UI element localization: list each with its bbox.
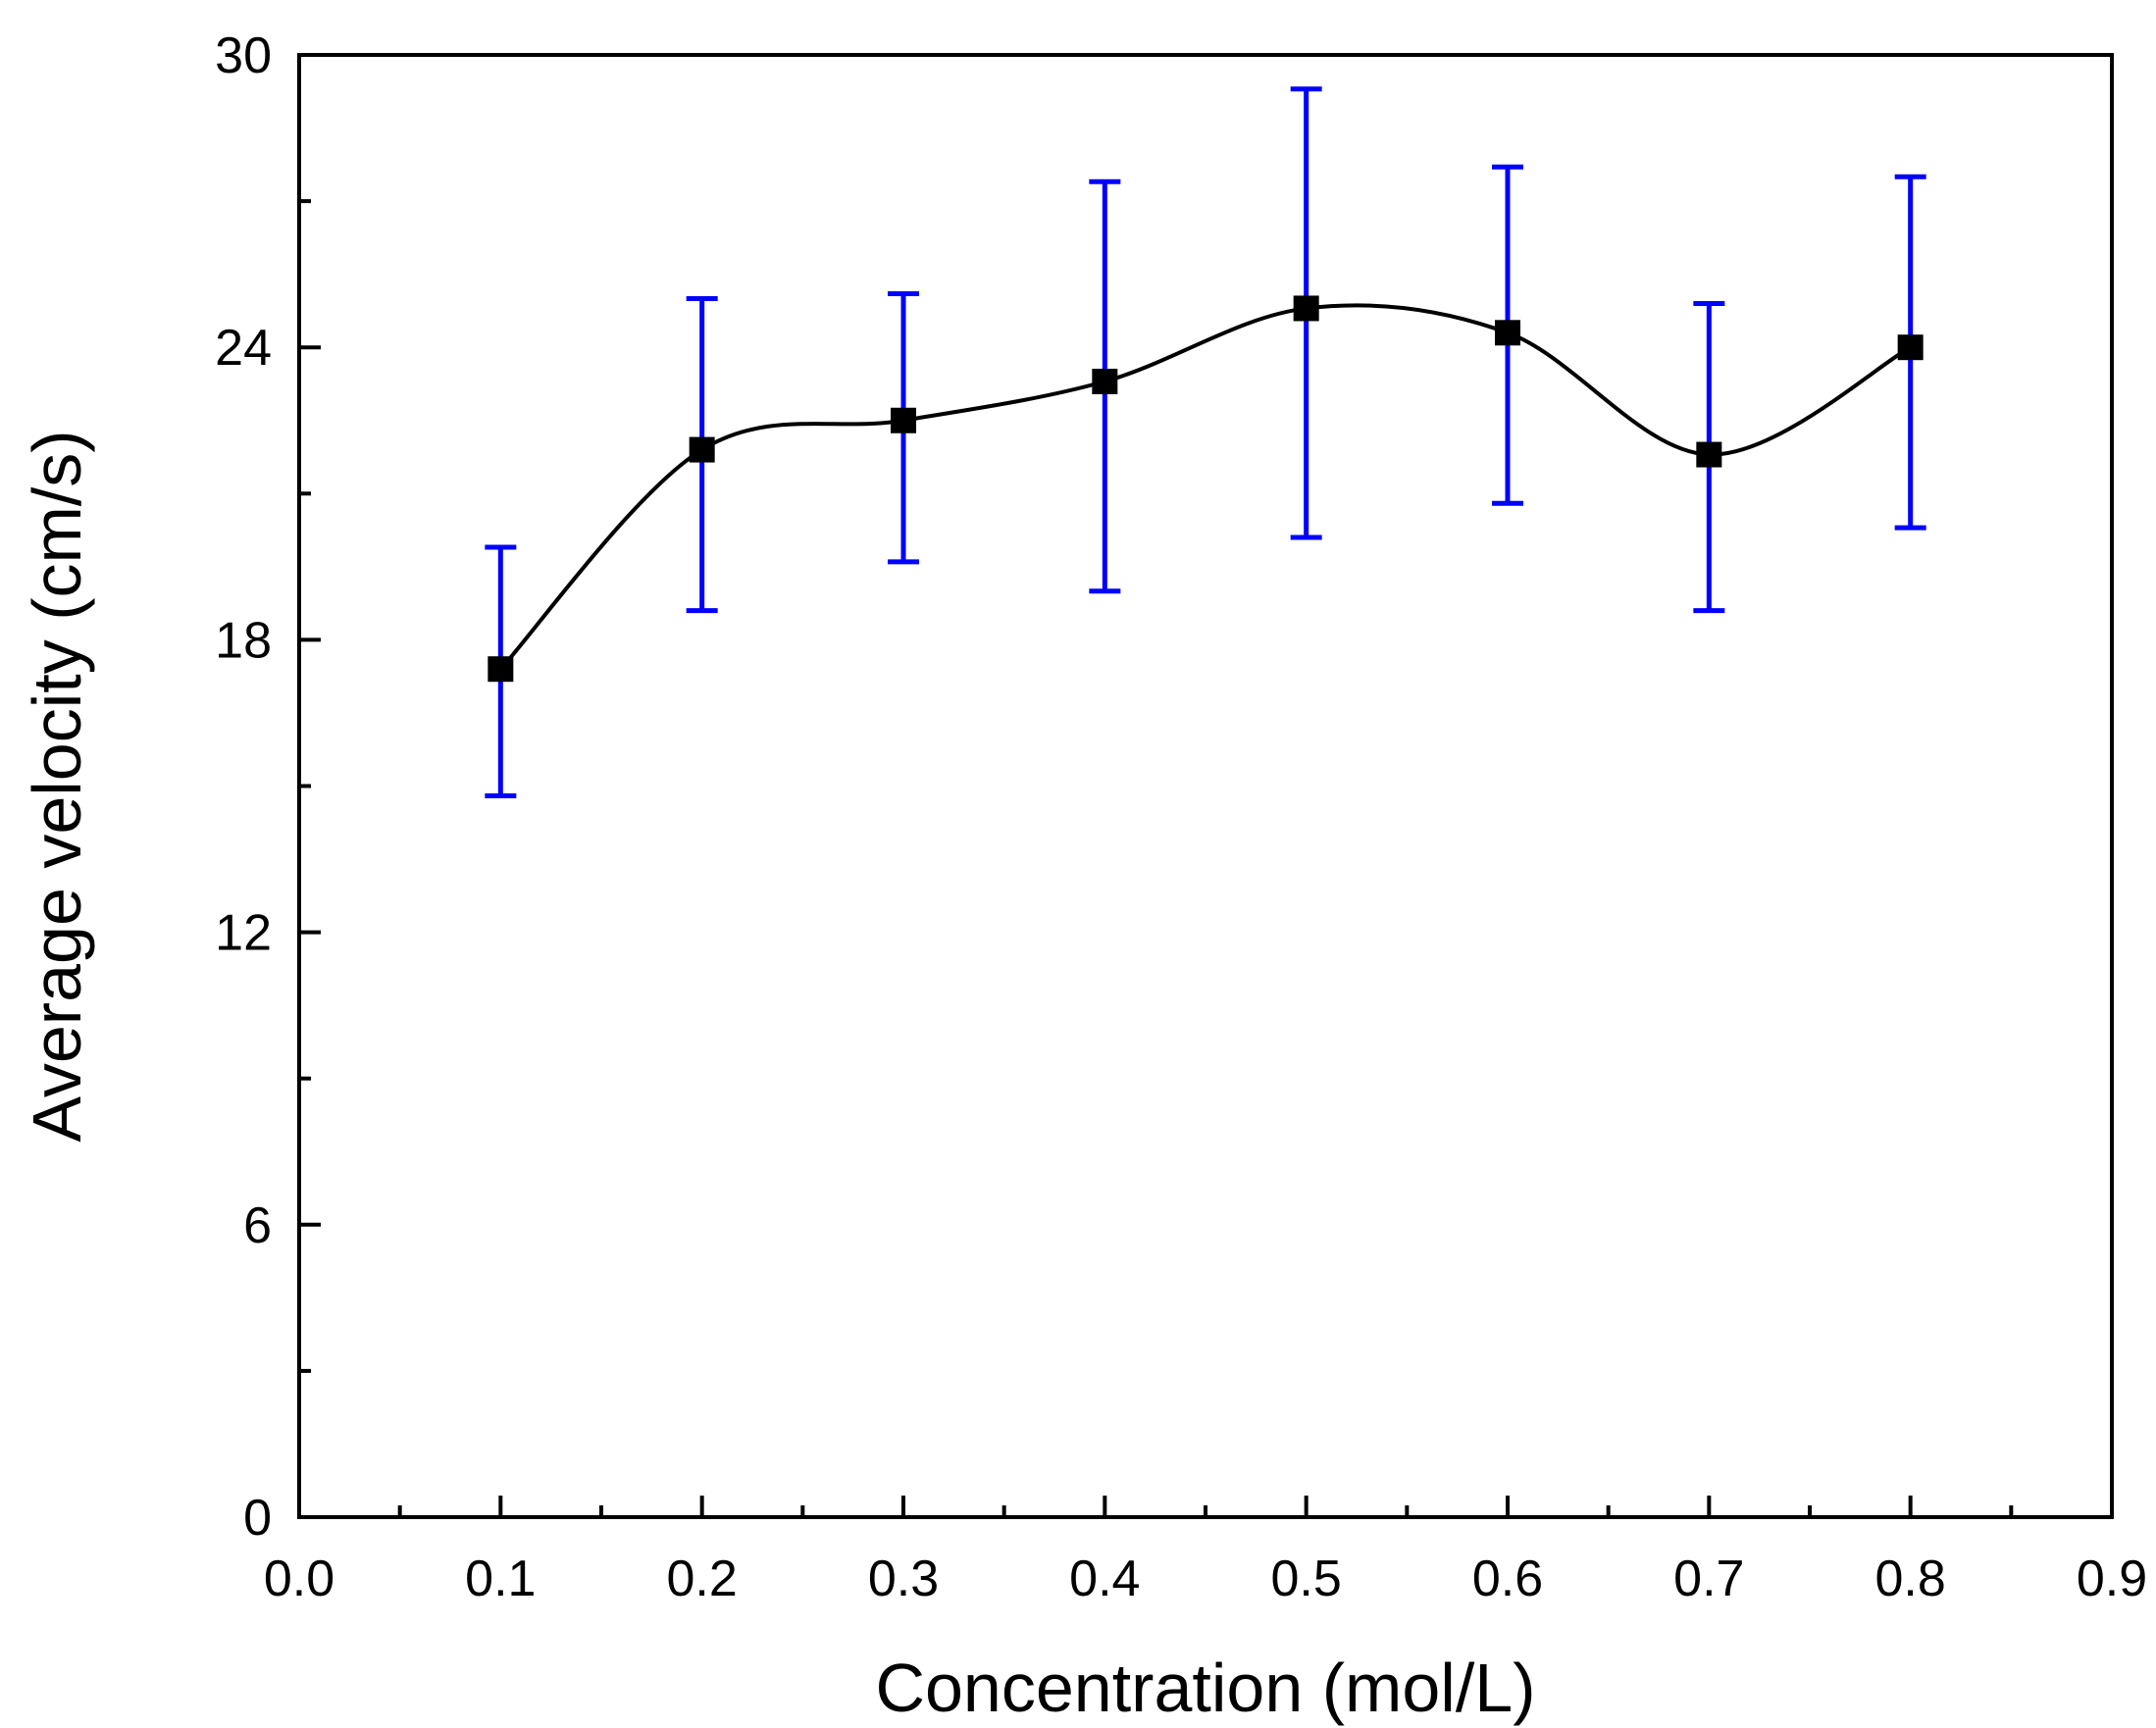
x-tick-label: 0.6 xyxy=(1472,1550,1543,1607)
data-point xyxy=(1897,334,1924,361)
x-tick-label: 0.2 xyxy=(667,1550,738,1607)
y-tick-label: 18 xyxy=(215,612,272,669)
y-tick-label: 24 xyxy=(215,320,272,377)
data-point xyxy=(1495,320,1520,346)
x-tick-label: 0.0 xyxy=(264,1550,334,1607)
data-markers xyxy=(488,295,1924,683)
data-point xyxy=(1293,295,1319,322)
x-tick-label: 0.9 xyxy=(2077,1550,2147,1607)
y-tick-label: 12 xyxy=(215,905,272,962)
x-tick-label: 0.1 xyxy=(465,1550,536,1607)
data-point xyxy=(891,407,916,433)
x-tick-label: 0.5 xyxy=(1271,1550,1342,1607)
data-point xyxy=(1092,368,1118,394)
y-tick-label: 30 xyxy=(215,27,272,84)
y-axis: 0 6 12 18 24 30 xyxy=(215,27,321,1547)
x-axis: 0.0 0.1 0.2 0.3 0.4 0.5 0.6 0.7 0.8 0.9 xyxy=(264,1496,2147,1607)
x-tick-label: 0.4 xyxy=(1069,1550,1140,1607)
data-point xyxy=(488,656,514,683)
fit-curve xyxy=(498,303,1912,671)
x-tick-label: 0.3 xyxy=(868,1550,939,1607)
x-axis-title: Concentration (mol/L) xyxy=(875,1650,1535,1726)
x-tick-label: 0.8 xyxy=(1875,1550,1946,1607)
y-axis-title: Average velocity (cm/s) xyxy=(19,430,95,1142)
plot-frame xyxy=(297,53,2114,1519)
data-point xyxy=(1696,441,1722,468)
data-point xyxy=(689,436,715,463)
y-tick-label: 6 xyxy=(243,1197,272,1254)
x-tick-label: 0.7 xyxy=(1673,1550,1744,1607)
y-tick-label: 0 xyxy=(243,1490,272,1547)
